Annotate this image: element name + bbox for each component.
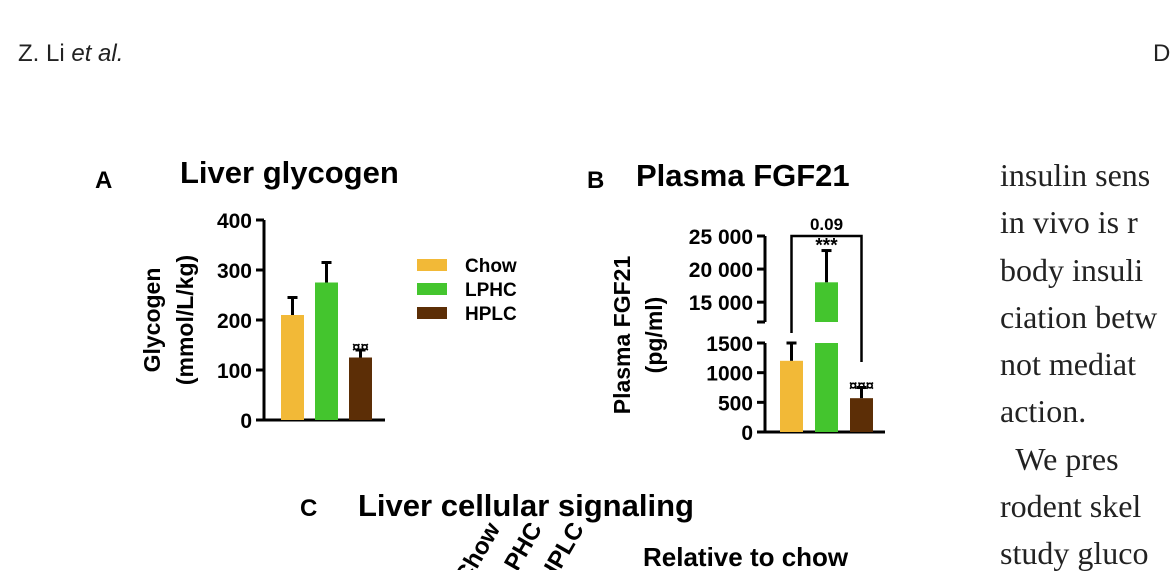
text-line: action. [1000,393,1087,430]
chart-c-header: Relative to chow [643,542,849,570]
bar-lphc [315,282,338,420]
chart-b-ylabel: Plasma FGF21 [609,256,635,415]
running-header-author: Z. Li et al. [18,40,123,68]
chart-a: 0 100 200 300 400 ¤¤ Chow LPHC HPLC [217,210,517,433]
chart-a-ylabel-unit: (mmol/L/kg) [172,255,198,385]
legend-label: LPHC [465,280,517,301]
chart-b: 0 500 1000 1500 15 000 20 000 25 000 *** ¤¤¤ 0.09 [689,215,885,445]
significance-marker: ¤¤ [352,339,369,356]
text-line: not mediat [1000,346,1136,383]
significance-marker: *** [815,236,838,257]
text-line: study gluco [1000,535,1149,572]
text-line: in vivo is r [1000,204,1138,241]
y-tick-label: 20 000 [689,259,753,282]
y-tick-label: 25 000 [689,226,753,249]
text-line: insulin sens [1000,157,1151,193]
chart-c-column-label: HPLC [534,518,590,570]
chart-c-title: Liver cellular signaling [358,488,694,523]
panel-label-a: A [95,167,112,194]
panel-label-c: C [300,495,317,522]
legend-label: Chow [465,256,517,277]
chart-a-title: Liver glycogen [180,155,399,190]
significance-marker: ¤¤¤ [849,378,874,395]
bar-chow [281,315,304,420]
chart-a-ylabel: Glycogen [139,268,165,373]
legend-swatch-chow [417,259,447,271]
legend-label: HPLC [465,304,517,325]
legend-swatch-hplc [417,307,447,319]
comparison-bracket [790,234,863,362]
y-tick-label: 0 [741,422,753,445]
y-tick-label: 1500 [706,333,753,356]
text-line: ciation betw [1000,298,1158,335]
text-line: body insuli [1000,251,1144,288]
y-tick-label: 1000 [706,363,753,386]
bar-lphc-upper [815,282,838,322]
et-al: et al. [71,40,124,67]
chart-b-title: Plasma FGF21 [636,158,850,193]
bar-hplc [850,398,873,432]
chart-c-column-label: LPHC [492,518,548,570]
text-line: We pres [1000,440,1119,477]
y-tick-label: 15 000 [689,292,753,315]
bar-chow [780,360,803,432]
text-line: rodent skel [1000,488,1142,525]
author: Z. Li [18,40,72,67]
panel-label-b: B [587,167,604,194]
chart-b-ylabel-unit: (pg/ml) [641,297,667,374]
y-tick-label: 400 [217,210,252,233]
chart-c-column-label: Chow [450,518,506,570]
bar-hplc [349,357,372,420]
y-tick-label: 0 [240,410,252,433]
y-tick-label: 100 [217,360,252,383]
running-header-right: D [1153,40,1171,67]
y-tick-label: 500 [718,392,753,415]
bar-lphc-lower [815,343,838,432]
legend-swatch-lphc [417,283,447,295]
bracket-label: 0.09 [810,215,843,234]
y-tick-label: 300 [217,260,252,283]
y-tick-label: 200 [217,310,252,333]
body-text-column: insulin sens in vivo is r body insuli ci… [1000,152,1157,578]
